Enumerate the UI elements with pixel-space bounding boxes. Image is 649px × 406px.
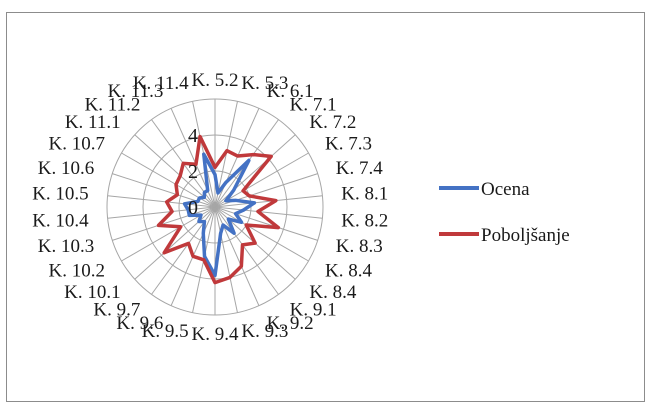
grid-spoke: [214, 206, 238, 313]
series-line-ocena: [182, 152, 257, 278]
category-label: K. 7.1: [290, 94, 337, 115]
grid-spoke: [214, 206, 260, 306]
grid-spoke: [214, 206, 318, 241]
category-label: K. 7.2: [309, 112, 356, 133]
category-label: K. 5.3: [241, 73, 288, 94]
category-label: K. 10.3: [38, 236, 94, 257]
legend-label: Poboljšanje: [481, 225, 570, 246]
category-label: K. 9.4: [192, 324, 239, 345]
category-label: K. 7.3: [325, 134, 372, 155]
category-label: K. 10.2: [49, 261, 105, 282]
radar-chart: 0 2 4 K. 5.2 K. 5.3K. 6.1K. 7.1K. 7.2K. 7.3 K…: [32, 70, 570, 345]
category-label: K. 8.1: [341, 184, 388, 205]
grid-spoke: [214, 206, 279, 295]
category-label: K. 10.6: [38, 158, 94, 179]
grid-spoke: [134, 206, 216, 280]
category-label: K. 7.4: [336, 158, 383, 179]
legend-label: Ocena: [481, 179, 530, 200]
category-label: K. 9.6: [116, 313, 163, 334]
category-label: K. 5.2: [192, 70, 239, 91]
grid-spoke: [214, 152, 309, 208]
category-label: K. 9.3: [241, 321, 288, 342]
grid-spoke: [214, 206, 309, 262]
grid-spoke: [134, 134, 216, 208]
category-label: K. 8.4: [325, 261, 372, 282]
grid-spoke: [112, 206, 216, 241]
category-label: K. 11.2: [85, 94, 141, 115]
category-label: K. 11.1: [65, 112, 121, 133]
tick-label: 4: [188, 125, 198, 147]
tick-label: 0: [188, 197, 198, 219]
chart-frame: 0 2 4 K. 5.2 K. 5.3 K. 6.1 K. 7.1 K. 7.2 K. 7.3 K…: [6, 12, 645, 402]
grid-spoke: [107, 206, 216, 219]
category-label: K. 9.5: [142, 321, 189, 342]
category-label: K. 8.3: [336, 236, 383, 257]
category-label: K. 9.7: [93, 300, 140, 321]
category-label: K. 9.2: [267, 313, 314, 334]
category-label: K. 8.2: [341, 210, 388, 231]
category-label: K. 10.5: [32, 184, 88, 205]
grid-spoke: [214, 108, 260, 208]
category-label: K. 11.4: [133, 73, 189, 94]
series-line-poboljsanje: [156, 134, 281, 285]
grid-spoke: [107, 195, 216, 208]
category-label: K. 10.4: [32, 210, 89, 231]
grid-spoke: [214, 206, 323, 219]
grid-spoke: [214, 195, 323, 208]
category-label: K. 6.1: [267, 81, 314, 102]
category-label: K. 10.1: [64, 282, 120, 303]
tick-label: 2: [188, 161, 198, 183]
category-label: K. 8.4: [309, 282, 356, 303]
category-label: K. 11.3: [108, 81, 164, 102]
category-label: K. 9.1: [290, 300, 337, 321]
category-label: K. 10.7: [49, 134, 105, 155]
